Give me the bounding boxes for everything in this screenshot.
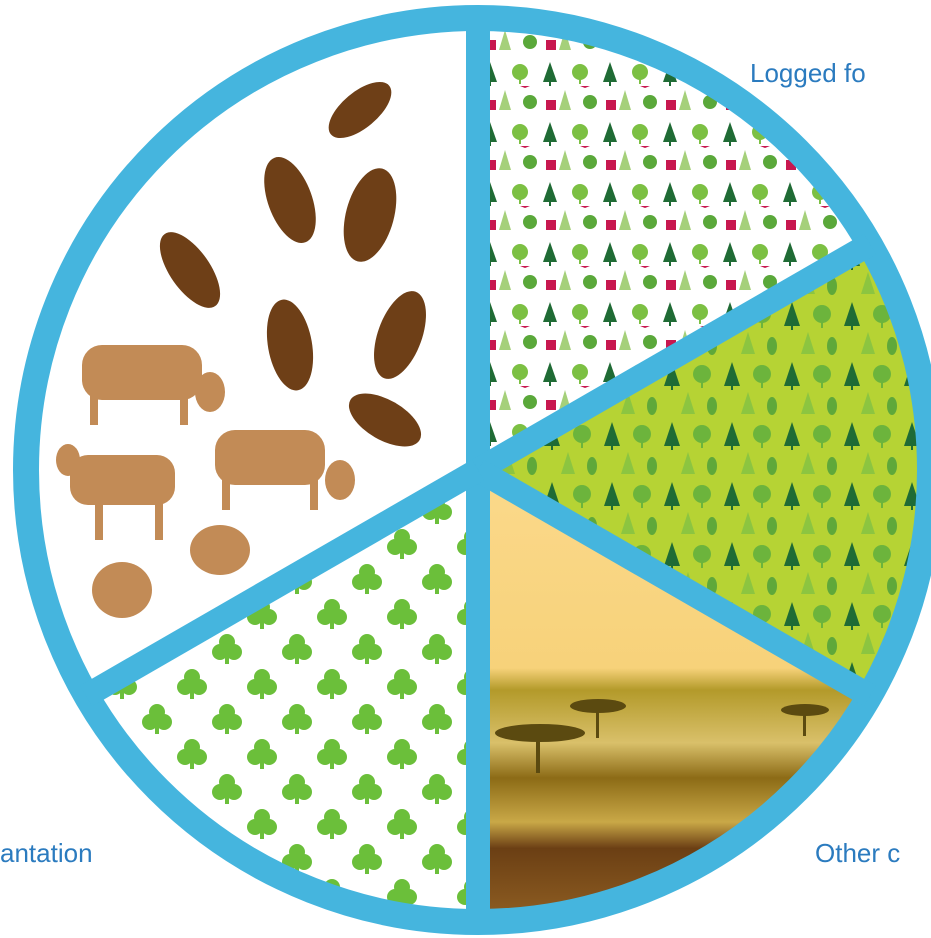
label-logged-forest: Logged fo: [750, 58, 866, 88]
label-plantation: antation: [0, 838, 93, 868]
page: {"labels": {"logged": "Logged fo", "plan…: [0, 0, 931, 938]
label-other: Other c: [815, 838, 900, 868]
pie-illustration: Logged fo antation Other c: [0, 0, 931, 938]
